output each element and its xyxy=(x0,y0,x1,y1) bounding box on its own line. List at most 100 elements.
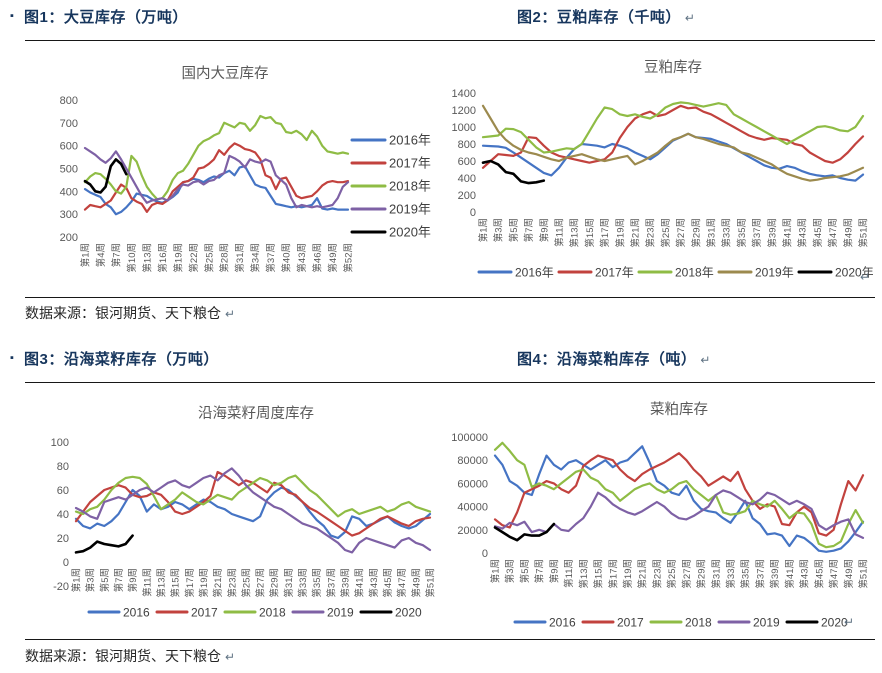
svg-text:第19周: 第19周 xyxy=(172,243,184,273)
svg-text:第34周: 第34周 xyxy=(250,243,262,273)
soybean-inventory-chart: 国内大豆库存 200 300 400 500 600 700 800 第1周 第4周 第7周 第10周… xyxy=(60,65,431,273)
svg-text:第33周: 第33周 xyxy=(297,568,309,598)
svg-text:第47周: 第47周 xyxy=(828,559,840,589)
svg-text:第31周: 第31周 xyxy=(234,243,246,273)
bullet-square-icon: ▪ xyxy=(10,352,14,364)
svg-text:第22周: 第22周 xyxy=(188,243,200,273)
svg-text:第39周: 第39周 xyxy=(340,568,352,598)
svg-text:第5周: 第5周 xyxy=(99,568,111,592)
svg-text:600: 600 xyxy=(458,156,476,168)
svg-text:第49周: 第49周 xyxy=(843,559,855,589)
svg-text:菜粕库存: 菜粕库存 xyxy=(650,401,708,418)
svg-text:第7周: 第7周 xyxy=(110,243,122,267)
svg-text:第25周: 第25周 xyxy=(203,243,215,273)
svg-text:2016: 2016 xyxy=(123,606,150,620)
svg-text:第5周: 第5周 xyxy=(519,559,531,583)
svg-text:第21周: 第21周 xyxy=(630,218,642,248)
svg-text:第23周: 第23周 xyxy=(651,559,663,589)
svg-text:第21周: 第21周 xyxy=(637,559,649,589)
svg-text:第37周: 第37周 xyxy=(265,243,277,273)
svg-text:第13周: 第13周 xyxy=(578,559,590,589)
svg-text:40000: 40000 xyxy=(457,502,488,514)
svg-text:400: 400 xyxy=(60,186,78,198)
svg-text:2019年: 2019年 xyxy=(389,202,431,217)
paragraph-return-icon: ↵ xyxy=(700,353,711,367)
svg-text:第43周: 第43周 xyxy=(296,243,308,273)
svg-text:700: 700 xyxy=(60,118,78,130)
svg-text:第49周: 第49周 xyxy=(842,218,854,248)
svg-text:第9周: 第9周 xyxy=(127,568,139,592)
svg-text:600: 600 xyxy=(60,141,78,153)
svg-text:0: 0 xyxy=(63,557,69,569)
svg-text:第3周: 第3周 xyxy=(504,559,516,583)
svg-text:第13周: 第13周 xyxy=(155,568,167,598)
svg-text:第28周: 第28周 xyxy=(219,243,231,273)
svg-text:第10周: 第10周 xyxy=(126,243,138,273)
svg-text:沿海菜籽周度库存: 沿海菜籽周度库存 xyxy=(198,405,314,422)
svg-text:豆粕库存: 豆粕库存 xyxy=(644,59,702,76)
figure2-header-text: 图2：豆粕库存（千吨） xyxy=(517,9,681,26)
svg-text:-20: -20 xyxy=(53,581,69,593)
svg-text:第15周: 第15周 xyxy=(584,218,596,248)
svg-text:0: 0 xyxy=(482,548,488,560)
svg-text:第29周: 第29周 xyxy=(696,559,708,589)
svg-text:1000: 1000 xyxy=(452,122,476,134)
svg-text:200: 200 xyxy=(60,232,78,244)
paragraph-return-icon: ↵ xyxy=(684,11,696,25)
svg-text:第1周: 第1周 xyxy=(80,243,92,267)
svg-text:300: 300 xyxy=(60,209,78,221)
svg-text:第41周: 第41周 xyxy=(782,218,794,248)
svg-text:第52周: 第52周 xyxy=(343,243,355,273)
svg-text:第17周: 第17周 xyxy=(184,568,196,598)
paragraph-return-icon: ↵ xyxy=(225,307,236,321)
svg-text:第17周: 第17周 xyxy=(607,559,619,589)
svg-text:第25周: 第25周 xyxy=(660,218,672,248)
svg-text:100: 100 xyxy=(51,437,69,449)
figure1-header: 图1：大豆库存（万吨） xyxy=(24,9,188,26)
svg-text:第31周: 第31周 xyxy=(706,218,718,248)
svg-text:第51周: 第51周 xyxy=(858,218,870,248)
svg-text:第49周: 第49周 xyxy=(410,568,422,598)
svg-text:第45周: 第45周 xyxy=(813,559,825,589)
svg-text:第27周: 第27周 xyxy=(681,559,693,589)
svg-text:2017年: 2017年 xyxy=(389,156,431,171)
svg-text:第33周: 第33周 xyxy=(721,218,733,248)
svg-text:国内大豆库存: 国内大豆库存 xyxy=(182,65,269,82)
svg-text:第43周: 第43周 xyxy=(797,218,809,248)
data-source-note: 数据来源：银河期货、天下粮仓 ↵ xyxy=(25,303,235,323)
svg-text:800: 800 xyxy=(458,139,476,151)
svg-text:第41周: 第41周 xyxy=(784,559,796,589)
svg-text:2018: 2018 xyxy=(685,616,712,630)
svg-text:第3周: 第3周 xyxy=(85,568,97,592)
paragraph-return-icon: ↵ xyxy=(860,270,871,284)
svg-text:800: 800 xyxy=(60,95,78,107)
svg-text:80000: 80000 xyxy=(457,455,488,467)
svg-text:1200: 1200 xyxy=(452,105,476,117)
svg-text:第43周: 第43周 xyxy=(799,559,811,589)
svg-text:第29周: 第29周 xyxy=(269,568,281,598)
divider-rule xyxy=(25,382,875,383)
rapeseed-meal-inventory-chart: 菜粕库存 0 20000 40000 60000 80000 100000 第1周 第3周 第5周… xyxy=(451,401,869,630)
svg-text:200: 200 xyxy=(458,190,476,202)
svg-text:第21周: 第21周 xyxy=(212,568,224,598)
svg-text:2016年: 2016年 xyxy=(515,266,554,280)
svg-text:1400: 1400 xyxy=(452,88,476,100)
soymeal-inventory-chart: 豆粕库存 0 200 400 600 800 1000 1200 1400 第1周 第3周 第5周 第7… xyxy=(452,59,873,280)
svg-text:第45周: 第45周 xyxy=(812,218,824,248)
svg-text:第49周: 第49周 xyxy=(327,243,339,273)
figure3-header: 图3：沿海菜籽库存（万吨） xyxy=(24,351,219,368)
svg-text:20: 20 xyxy=(57,533,69,545)
svg-text:2017: 2017 xyxy=(191,606,218,620)
data-source-text: 数据来源：银河期货、天下粮仓 xyxy=(25,648,221,664)
divider-rule xyxy=(25,297,875,298)
svg-text:2017: 2017 xyxy=(617,616,644,630)
svg-text:第39周: 第39周 xyxy=(766,218,778,248)
svg-text:第37周: 第37周 xyxy=(325,568,337,598)
svg-text:2020: 2020 xyxy=(821,616,848,630)
data-source-note: 数据来源：银河期货、天下粮仓 ↵ xyxy=(25,646,235,666)
svg-text:第23周: 第23周 xyxy=(645,218,657,248)
svg-text:2018: 2018 xyxy=(259,606,286,620)
svg-text:第1周: 第1周 xyxy=(71,568,83,592)
